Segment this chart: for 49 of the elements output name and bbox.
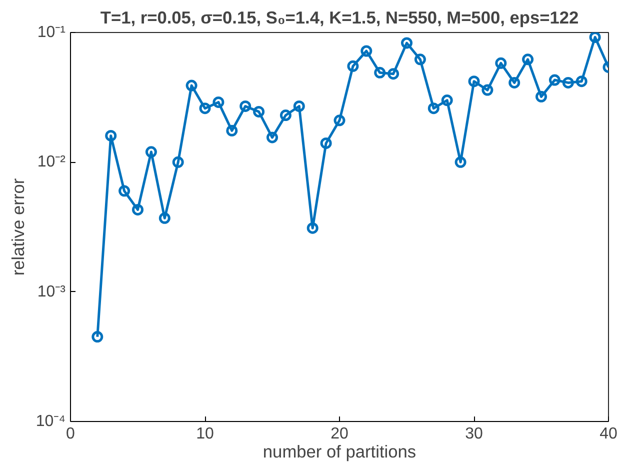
point xyxy=(548,74,560,86)
y-tick-label: 10⁻² xyxy=(37,154,66,171)
point xyxy=(172,156,184,168)
point xyxy=(454,156,466,168)
point xyxy=(360,45,372,57)
point xyxy=(388,68,400,80)
y-tick-label: 10⁻¹ xyxy=(37,24,66,41)
point xyxy=(522,54,534,66)
point xyxy=(428,102,440,114)
point xyxy=(306,222,318,234)
point xyxy=(536,90,547,102)
x-tick-label: 30 xyxy=(465,426,483,442)
point xyxy=(562,76,574,88)
point xyxy=(186,80,198,92)
point xyxy=(199,102,211,114)
point xyxy=(212,96,224,108)
x-tick-label: 0 xyxy=(66,426,76,442)
y-axis-title: relative error xyxy=(8,178,28,276)
point xyxy=(132,204,144,216)
point xyxy=(105,130,117,142)
point xyxy=(320,137,332,149)
point xyxy=(495,57,507,69)
point xyxy=(158,212,170,224)
point xyxy=(118,185,130,197)
chart-title: T=1, r=0.05, σ=0.15, S₀=1.4, K=1.5, N=550, M=500, eps=122 xyxy=(100,8,579,28)
point xyxy=(226,124,238,136)
y-tick-label: 10⁻⁴ xyxy=(36,413,66,430)
point xyxy=(508,76,520,88)
point xyxy=(589,32,601,43)
point xyxy=(576,76,588,88)
y-tick-label: 10⁻³ xyxy=(37,283,66,300)
point xyxy=(347,60,359,72)
point xyxy=(293,100,305,112)
point xyxy=(441,94,453,106)
point xyxy=(145,146,157,158)
point xyxy=(266,132,278,144)
point xyxy=(468,76,480,88)
x-axis-title: number of partitions xyxy=(262,442,416,462)
point xyxy=(414,54,426,66)
x-tick-label: 40 xyxy=(600,426,618,442)
point xyxy=(334,114,346,126)
point xyxy=(401,37,412,49)
x-tick-label: 10 xyxy=(196,426,214,442)
point xyxy=(240,100,252,112)
point xyxy=(482,84,494,96)
x-tick-label: 20 xyxy=(330,426,348,442)
point xyxy=(374,66,386,78)
point xyxy=(280,110,292,122)
point xyxy=(253,106,265,118)
